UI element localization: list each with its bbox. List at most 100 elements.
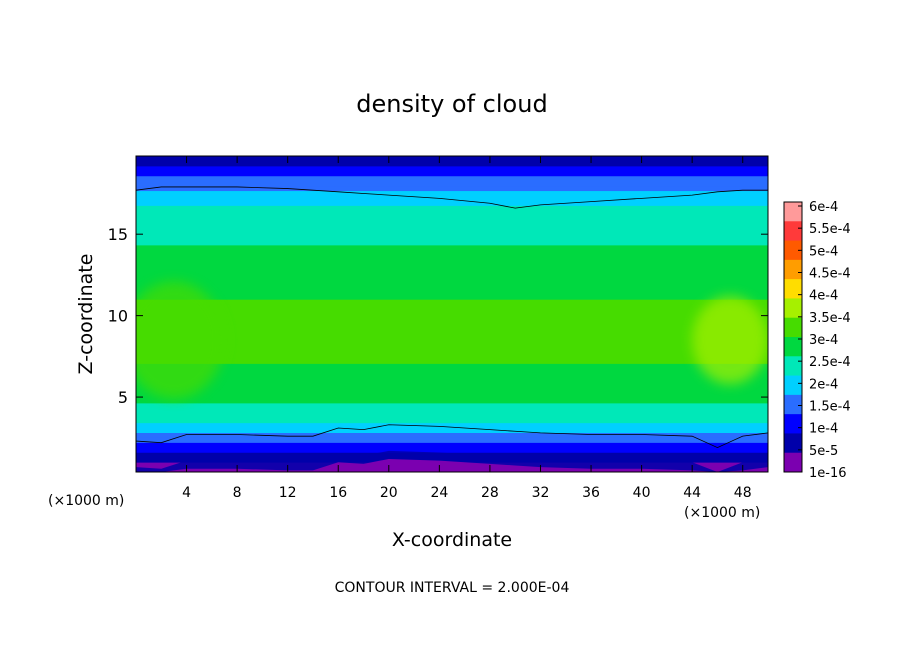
- density-band: [136, 219, 768, 226]
- colorbar-swatch: [784, 414, 802, 434]
- density-band: [136, 170, 768, 177]
- density-band: [136, 234, 768, 241]
- x-tick-label: 48: [734, 485, 752, 501]
- colorbar-label: 4e-4: [809, 289, 838, 304]
- contour-line-lower: [136, 424, 768, 449]
- y-axis-ticks: 5 10 15: [108, 225, 768, 407]
- plot-frame: [135, 155, 769, 473]
- x-unit-right: (×1000 m): [684, 505, 760, 521]
- density-band: [136, 392, 768, 399]
- density-band: [136, 180, 768, 187]
- colorbar-label: 5e-5: [809, 444, 838, 459]
- x-tick-label: 20: [380, 485, 398, 501]
- x-tick-label: 12: [279, 485, 297, 501]
- colorbar-swatch: [784, 221, 802, 242]
- contour-interval-note: CONTOUR INTERVAL = 2.000E-04: [335, 580, 570, 596]
- density-band: [136, 441, 768, 448]
- density-band: [136, 377, 768, 384]
- colorbar-swatch: [784, 433, 802, 454]
- density-band: [136, 417, 768, 424]
- density-band: [136, 313, 768, 320]
- density-band: [136, 288, 768, 295]
- near-zero-density-layer: [136, 458, 768, 472]
- colorbar-swatch: [784, 452, 802, 473]
- chart-title: density of cloud: [356, 90, 547, 118]
- density-band: [136, 412, 768, 419]
- density-band: [136, 175, 768, 182]
- density-band: [136, 160, 768, 167]
- x-tick-label: 44: [683, 485, 701, 501]
- density-band: [136, 165, 768, 172]
- density-band: [136, 269, 768, 275]
- x-tick-label: 24: [430, 485, 448, 501]
- colorbar-swatch: [784, 375, 802, 396]
- density-band: [136, 407, 768, 414]
- colorbar-label: 1.5e-4: [809, 400, 851, 415]
- y-tick-label: 15: [108, 225, 128, 244]
- colorbar-label: 4.5e-4: [809, 267, 851, 282]
- colorbar-swatch: [784, 356, 802, 377]
- density-band: [136, 446, 768, 453]
- density-band: [136, 343, 768, 350]
- density-band: [136, 357, 768, 364]
- colorbar-swatch: [784, 298, 802, 319]
- x-tick-label: 32: [532, 485, 550, 501]
- colorbar-label: 3e-4: [809, 333, 838, 348]
- density-band: [136, 224, 768, 231]
- density-band: [136, 323, 768, 330]
- density-band: [136, 362, 768, 369]
- colorbar-label: 1e-4: [809, 422, 838, 437]
- colorbar-label: 6e-4: [809, 200, 838, 215]
- density-band: [136, 328, 768, 335]
- density-band: [136, 274, 768, 280]
- density-band: [136, 199, 768, 206]
- x-tick-label: 40: [633, 485, 651, 501]
- x-tick-label: 16: [329, 485, 347, 501]
- density-band: [136, 338, 768, 345]
- density-band: [136, 278, 768, 285]
- density-band: [136, 204, 768, 211]
- density-band: [136, 229, 768, 236]
- density-band: [136, 333, 768, 340]
- density-band: [136, 244, 768, 251]
- colorbar-swatch: [784, 279, 802, 299]
- density-band: [136, 239, 768, 246]
- density-band: [136, 264, 768, 271]
- colorbar-label: 5.5e-4: [809, 222, 851, 237]
- colorbar-frame: [783, 201, 803, 473]
- density-band: [136, 367, 768, 374]
- density-band: [136, 402, 768, 409]
- density-band: [136, 308, 768, 315]
- x-tick-label: 28: [481, 485, 499, 501]
- density-band: [136, 249, 768, 256]
- density-band: [136, 254, 768, 261]
- density-band: [136, 298, 768, 305]
- x-axis-ticks: 4 8 12 16 20 24 28 32 36 40 44 48: [182, 156, 752, 501]
- colorbar-label: 5e-4: [809, 244, 838, 259]
- density-band: [136, 214, 768, 221]
- colorbar-swatch: [784, 337, 802, 357]
- density-band: [136, 348, 768, 354]
- y-tick-label: 5: [118, 388, 128, 407]
- density-band: [136, 318, 768, 325]
- colorbar-label: 2.5e-4: [809, 355, 851, 370]
- density-field: [136, 156, 768, 472]
- density-band: [136, 422, 768, 429]
- density-band: [136, 209, 768, 216]
- x-unit-left: (×1000 m): [48, 493, 124, 509]
- colorbar-swatch: [784, 317, 802, 338]
- x-tick-label: 4: [182, 485, 191, 501]
- density-band: [136, 432, 768, 438]
- contour-lines: [136, 186, 768, 449]
- density-maximum: [136, 281, 225, 399]
- density-band: [136, 397, 768, 404]
- x-axis-label: X-coordinate: [392, 529, 512, 551]
- density-band: [136, 185, 768, 192]
- density-band: [136, 283, 768, 290]
- density-band: [136, 156, 768, 162]
- colorbar-label: 2e-4: [809, 377, 838, 392]
- y-axis-label: Z-coordinate: [75, 254, 97, 375]
- density-band: [136, 195, 768, 201]
- colorbar-swatch: [784, 240, 802, 261]
